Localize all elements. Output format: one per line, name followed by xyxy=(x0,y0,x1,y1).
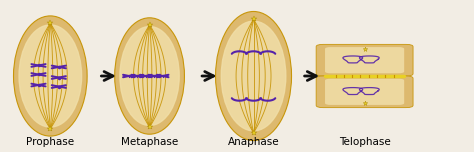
Text: Prophase: Prophase xyxy=(26,137,74,147)
Ellipse shape xyxy=(216,12,292,140)
Ellipse shape xyxy=(115,18,184,134)
Text: Metaphase: Metaphase xyxy=(121,137,178,147)
FancyBboxPatch shape xyxy=(325,47,404,73)
Text: Telophase: Telophase xyxy=(339,137,391,147)
FancyBboxPatch shape xyxy=(316,76,413,108)
Ellipse shape xyxy=(120,27,179,125)
Ellipse shape xyxy=(13,16,87,136)
FancyBboxPatch shape xyxy=(316,44,413,76)
FancyBboxPatch shape xyxy=(325,79,404,105)
Text: Anaphase: Anaphase xyxy=(228,137,279,147)
Ellipse shape xyxy=(19,25,82,127)
Ellipse shape xyxy=(221,21,286,131)
